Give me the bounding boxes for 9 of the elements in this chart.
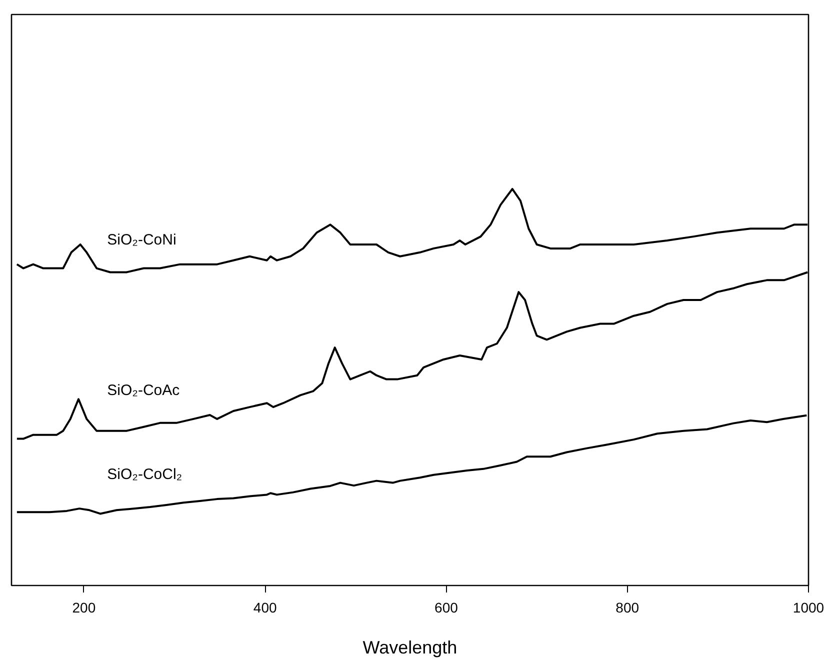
x-tick-label: 600 [434,600,458,616]
x-tick-label: 1000 [792,600,824,616]
series-label: SiO₂-CoAc [107,382,180,399]
series-label: SiO₂-CoNi [107,231,176,248]
x-tick-label: 200 [72,600,96,616]
series-label: SiO₂-CoCl₂ [107,466,182,484]
x-tick-label: 800 [616,600,640,616]
x-axis-title: Wavelength [362,638,458,658]
x-tick-label: 400 [253,600,277,616]
